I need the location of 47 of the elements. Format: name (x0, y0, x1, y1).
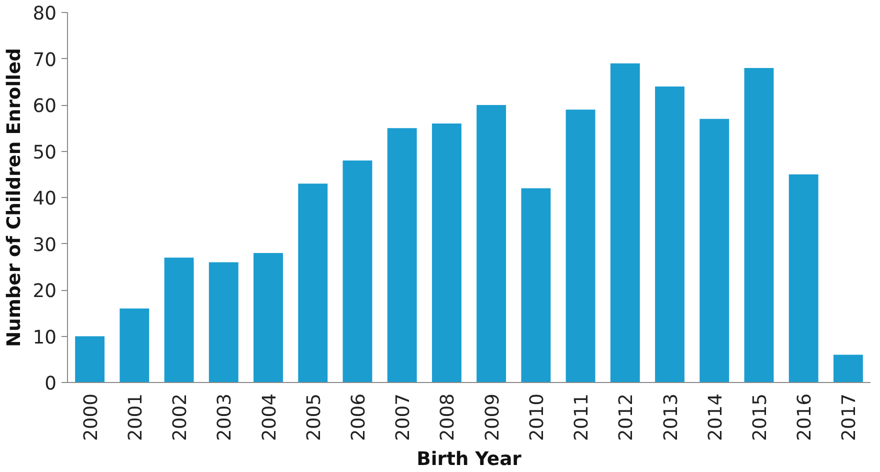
x-tick-label: 2005 (304, 393, 325, 441)
y-tick-label: 0 (44, 374, 57, 394)
y-tick-label: 60 (32, 96, 57, 117)
x-tick-label: 2013 (660, 393, 682, 441)
bar (164, 258, 194, 382)
x-tick-label: 2001 (125, 393, 146, 441)
x-tick-label: 2014 (705, 393, 726, 441)
x-tick-label: 2008 (438, 393, 459, 441)
y-tick-label: 50 (32, 142, 57, 164)
bar (655, 86, 684, 382)
x-tick-label: 2016 (794, 393, 816, 441)
bar (476, 105, 506, 382)
bar (387, 128, 417, 382)
y-tick-label: 80 (32, 4, 57, 24)
bar (208, 262, 238, 382)
bar (432, 124, 462, 382)
x-tick-label: 2012 (616, 393, 638, 441)
x-tick-label: 2011 (572, 393, 593, 441)
y-tick-label: 30 (32, 234, 57, 256)
bar (566, 110, 596, 382)
bar (120, 308, 150, 382)
x-axis-title: Birth Year (416, 448, 522, 470)
y-tick-label: 40 (32, 188, 57, 210)
x-tick-label: 2003 (214, 393, 236, 441)
y-tick-label: 20 (32, 281, 57, 302)
x-tick-label: 2007 (393, 393, 414, 441)
x-tick-label: 2010 (526, 393, 548, 441)
x-tick-label: 2009 (482, 393, 504, 441)
bar (744, 68, 774, 382)
x-tick-label: 2017 (839, 393, 860, 441)
bar (610, 63, 640, 382)
bar (75, 336, 105, 382)
bar (521, 188, 551, 382)
y-tick-label: 10 (32, 327, 57, 348)
bar (254, 253, 283, 382)
bar (700, 118, 730, 382)
bar (788, 174, 818, 382)
bar (342, 160, 372, 382)
y-axis-title: Number of Children Enrolled (4, 48, 25, 348)
x-tick-label: 2006 (348, 393, 370, 441)
y-tick-label: 70 (32, 50, 57, 71)
x-tick-label: 2015 (750, 393, 771, 441)
x-tick-label: 2002 (170, 393, 192, 441)
x-tick-label: 2000 (80, 393, 102, 441)
x-tick-label: 2004 (259, 393, 280, 441)
bar (833, 354, 863, 382)
bar (298, 184, 328, 382)
